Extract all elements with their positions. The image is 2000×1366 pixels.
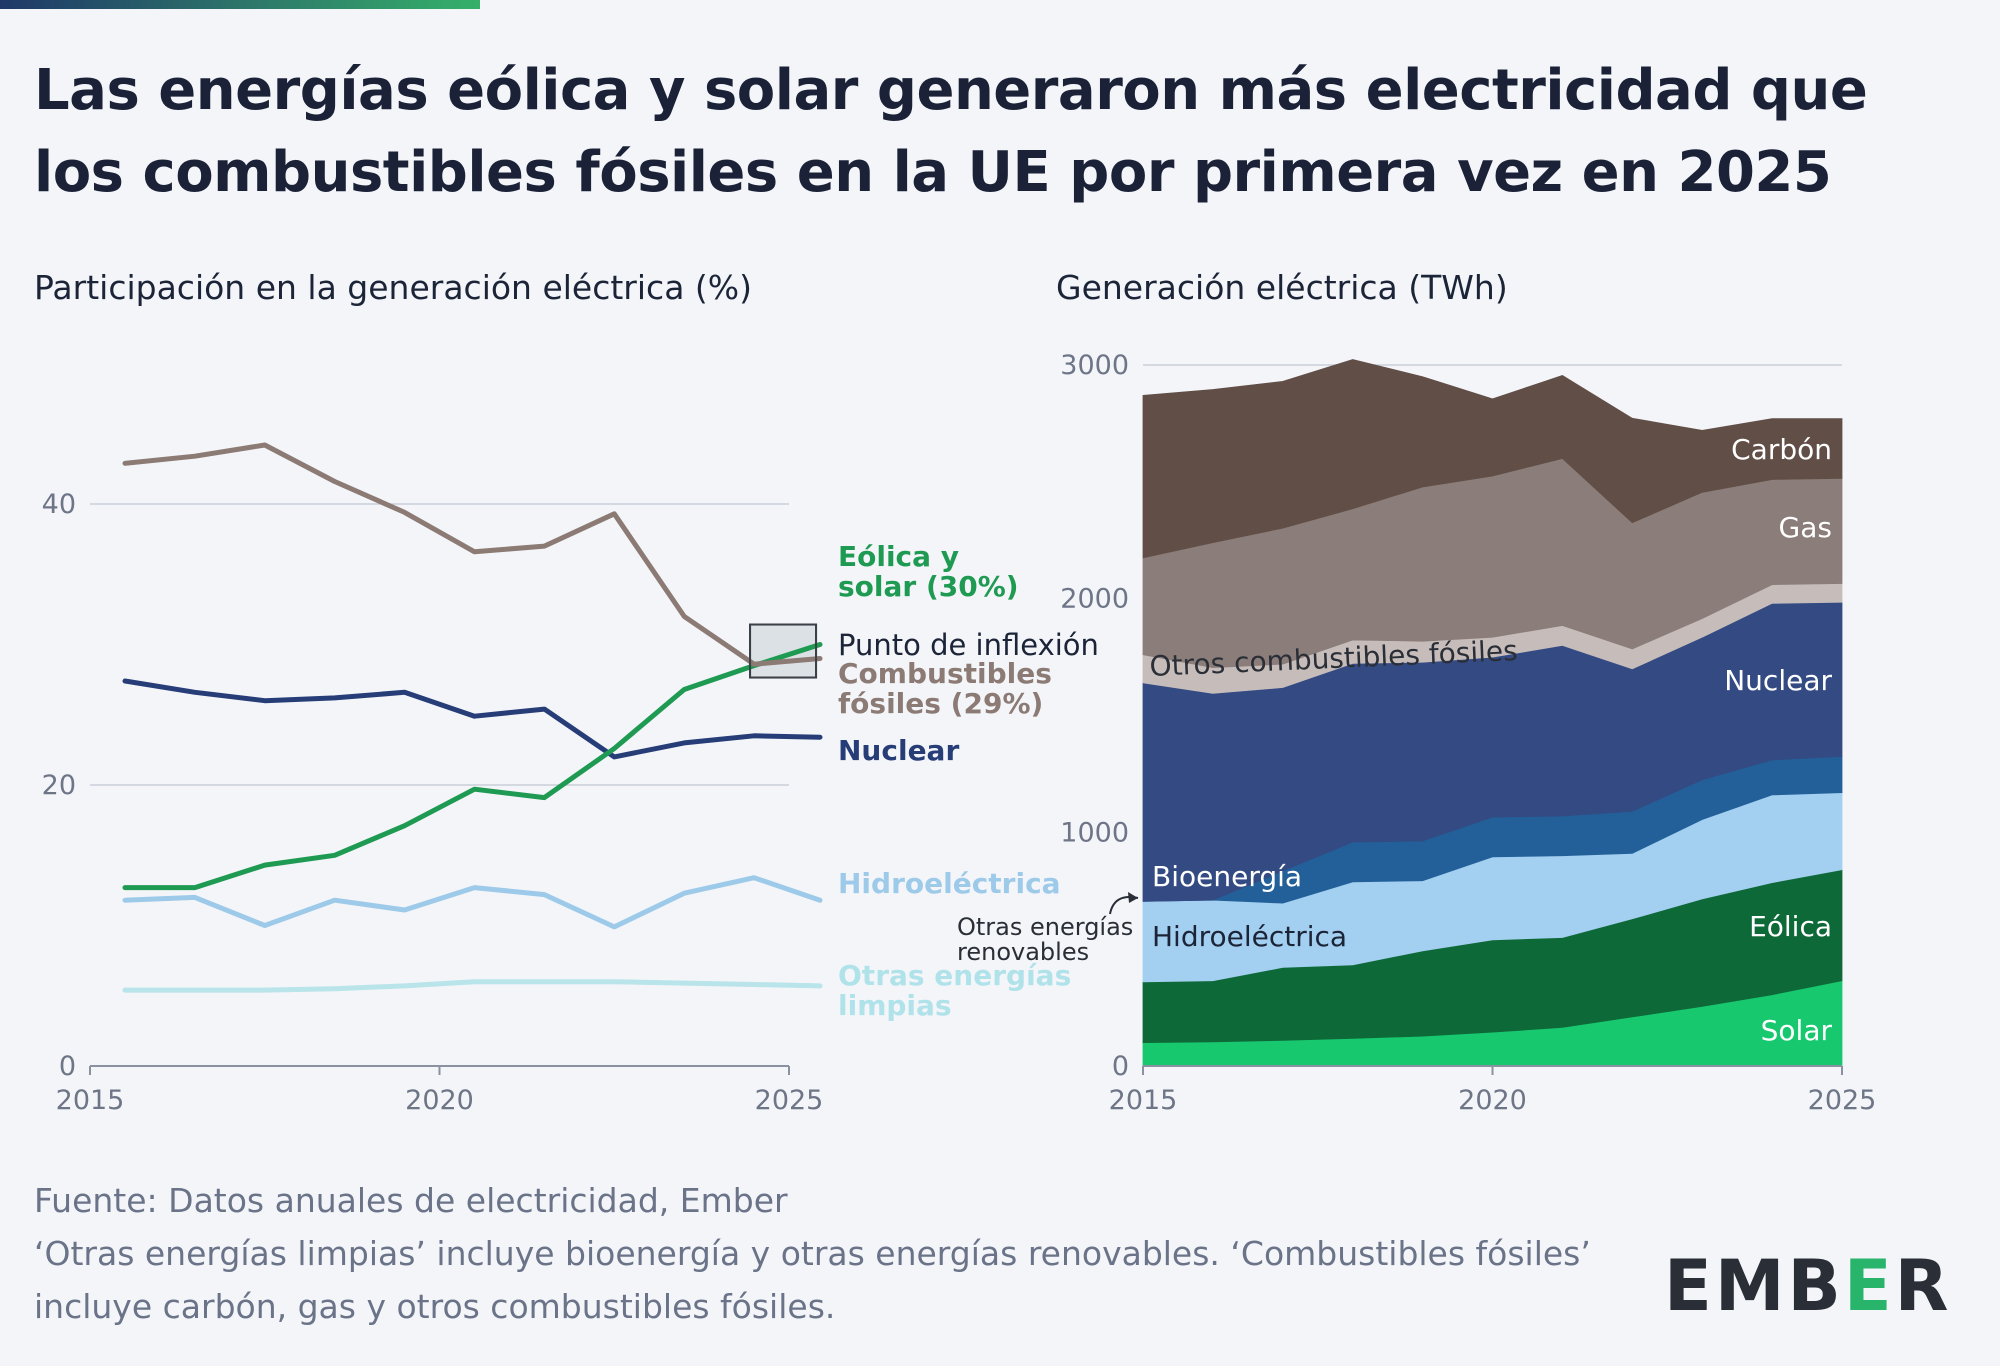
series-label: Eólica y solar (30%) xyxy=(838,540,1019,603)
left-chart-title: Participación en la generación eléctrica… xyxy=(34,268,753,307)
area-label-gas: Gas xyxy=(1779,511,1832,544)
source-note: Fuente: Datos anuales de electricidad, E… xyxy=(34,1181,788,1220)
line-hidroeléctrica xyxy=(122,875,823,930)
logo-e-mark: E xyxy=(1843,1245,1895,1327)
annotation-arrowhead xyxy=(1128,892,1138,903)
footer: Fuente: Datos anuales de electricidad, E… xyxy=(34,1174,1594,1333)
line-otras-energías-limpias xyxy=(122,979,823,993)
page-title: Las energías eólica y solar generaron má… xyxy=(34,58,1868,205)
share-line-chart: 0 20 40 2015 2020 2025 Combustibles fósiles (29… xyxy=(42,442,1099,1116)
area-label-other-renewables: Otras energías renovables xyxy=(957,913,1133,966)
x-tick-label: 2015 xyxy=(1109,1085,1178,1116)
area-carbón xyxy=(1142,359,1843,559)
line-nuclear xyxy=(122,678,823,760)
accent-bar xyxy=(0,0,480,9)
ember-logo: EMBER xyxy=(1664,1245,1952,1327)
definitions-note: ‘Otras energías limpias’ incluye bioener… xyxy=(34,1234,1591,1326)
x-tick-label: 2020 xyxy=(405,1085,474,1116)
x-tick-label: 2025 xyxy=(1808,1085,1877,1116)
line-combustibles-fósiles xyxy=(122,442,823,667)
x-tick-label: 2025 xyxy=(755,1085,824,1116)
inflection-label: Punto de inflexión xyxy=(838,628,1099,662)
generation-area-chart: 0 1000 2000 3000 2015 2020 2025 Carbón Gas Nuclea… xyxy=(957,350,1876,1116)
y-tick-label: 20 xyxy=(42,770,76,801)
y-tick-label: 3000 xyxy=(1060,350,1129,381)
inflection-box-outline xyxy=(749,623,818,679)
line-eólica-y-solar xyxy=(122,642,823,891)
area-label-wind: Eólica xyxy=(1749,910,1832,943)
series-label: Hidroeléctrica xyxy=(838,867,1061,900)
area-label-bio: Bioenergía xyxy=(1152,860,1302,893)
right-chart-title: Generación eléctrica (TWh) xyxy=(1056,268,1508,307)
area-label-nuclear: Nuclear xyxy=(1724,664,1832,697)
x-tick-label: 2020 xyxy=(1458,1085,1527,1116)
x-tick-label: 2015 xyxy=(56,1085,125,1116)
series-label: Nuclear xyxy=(838,734,959,767)
y-tick-label: 2000 xyxy=(1060,584,1129,615)
area-label-carbon: Carbón xyxy=(1731,433,1832,466)
y-tick-label: 40 xyxy=(42,489,76,520)
y-tick-label: 1000 xyxy=(1060,817,1129,848)
area-label-solar: Solar xyxy=(1761,1014,1833,1047)
y-tick-label: 0 xyxy=(1112,1051,1129,1082)
area-label-hydro: Hidroeléctrica xyxy=(1152,920,1347,953)
series-label: Combustibles fósiles (29%) xyxy=(838,657,1052,720)
series-label: Otras energías limpias xyxy=(838,959,1071,1022)
y-tick-label: 0 xyxy=(59,1051,76,1082)
